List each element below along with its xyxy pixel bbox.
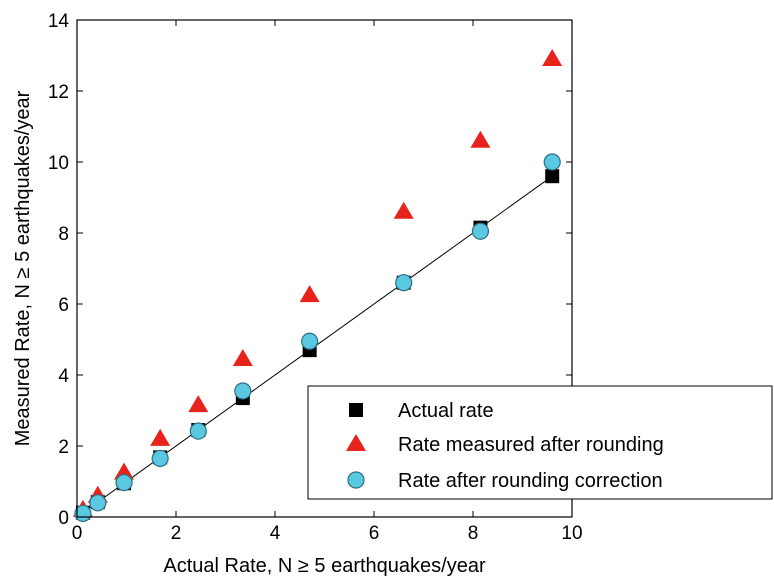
y-tick-label: 0 — [58, 508, 69, 529]
series-2-point — [188, 395, 209, 413]
legend-marker-2 — [346, 434, 366, 451]
plot-area — [72, 49, 563, 523]
series-3-point — [89, 494, 107, 512]
axes: 0 2 4 6 8 10 0 2 4 6 8 10 12 14 — [48, 11, 583, 544]
series-2-point — [232, 349, 253, 367]
series-2-point — [393, 201, 414, 219]
x-tick-label: 10 — [561, 523, 582, 544]
series-3-point — [471, 222, 490, 240]
x-tick-label: 2 — [171, 523, 182, 544]
series-2-point — [470, 130, 491, 148]
legend-label-rate-measured-after-rounding: Rate measured after rounding — [398, 434, 664, 456]
legend: Actual rate Rate measured after rounding… — [307, 385, 773, 500]
series-3-point — [395, 274, 413, 292]
legend-marker-3 — [347, 471, 365, 489]
y-tick-label: 4 — [58, 366, 69, 387]
y-tick-label: 2 — [58, 437, 69, 458]
series-2-point — [150, 428, 171, 446]
series-3-point — [234, 382, 252, 400]
series-2-point — [114, 462, 135, 480]
series-3-point — [189, 422, 207, 440]
legend-marker-1 — [349, 403, 363, 417]
legend-markers — [346, 403, 366, 489]
series-1-point — [545, 169, 560, 184]
legend-box — [307, 385, 773, 500]
x-tick-label: 8 — [468, 523, 479, 544]
x-axis-label: Actual Rate, N ≥ 5 earthquakes/year — [163, 555, 486, 577]
y-axis-label: Measured Rate, N ≥ 5 earthquakes/year — [12, 90, 34, 446]
x-tick-label: 6 — [369, 523, 380, 544]
series-3-point — [301, 332, 319, 350]
series-3-point — [543, 153, 561, 171]
y-tick-label: 6 — [58, 295, 69, 316]
series-2-point — [299, 285, 320, 303]
legend-label-actual-rate: Actual rate — [398, 400, 494, 422]
series-2-point — [542, 49, 563, 67]
y-tick-label: 10 — [48, 153, 69, 174]
legend-label-rate-after-rounding-correction: Rate after rounding correction — [398, 470, 663, 492]
series-3-point — [151, 449, 169, 468]
y-tick-label: 14 — [48, 11, 70, 32]
y-tick-label: 8 — [58, 224, 69, 245]
x-tick-label: 0 — [72, 523, 83, 544]
plot-frame — [76, 19, 573, 518]
series-3-point — [115, 473, 133, 492]
x-tick-label: 4 — [270, 523, 281, 544]
y-tick-label: 12 — [48, 82, 69, 103]
